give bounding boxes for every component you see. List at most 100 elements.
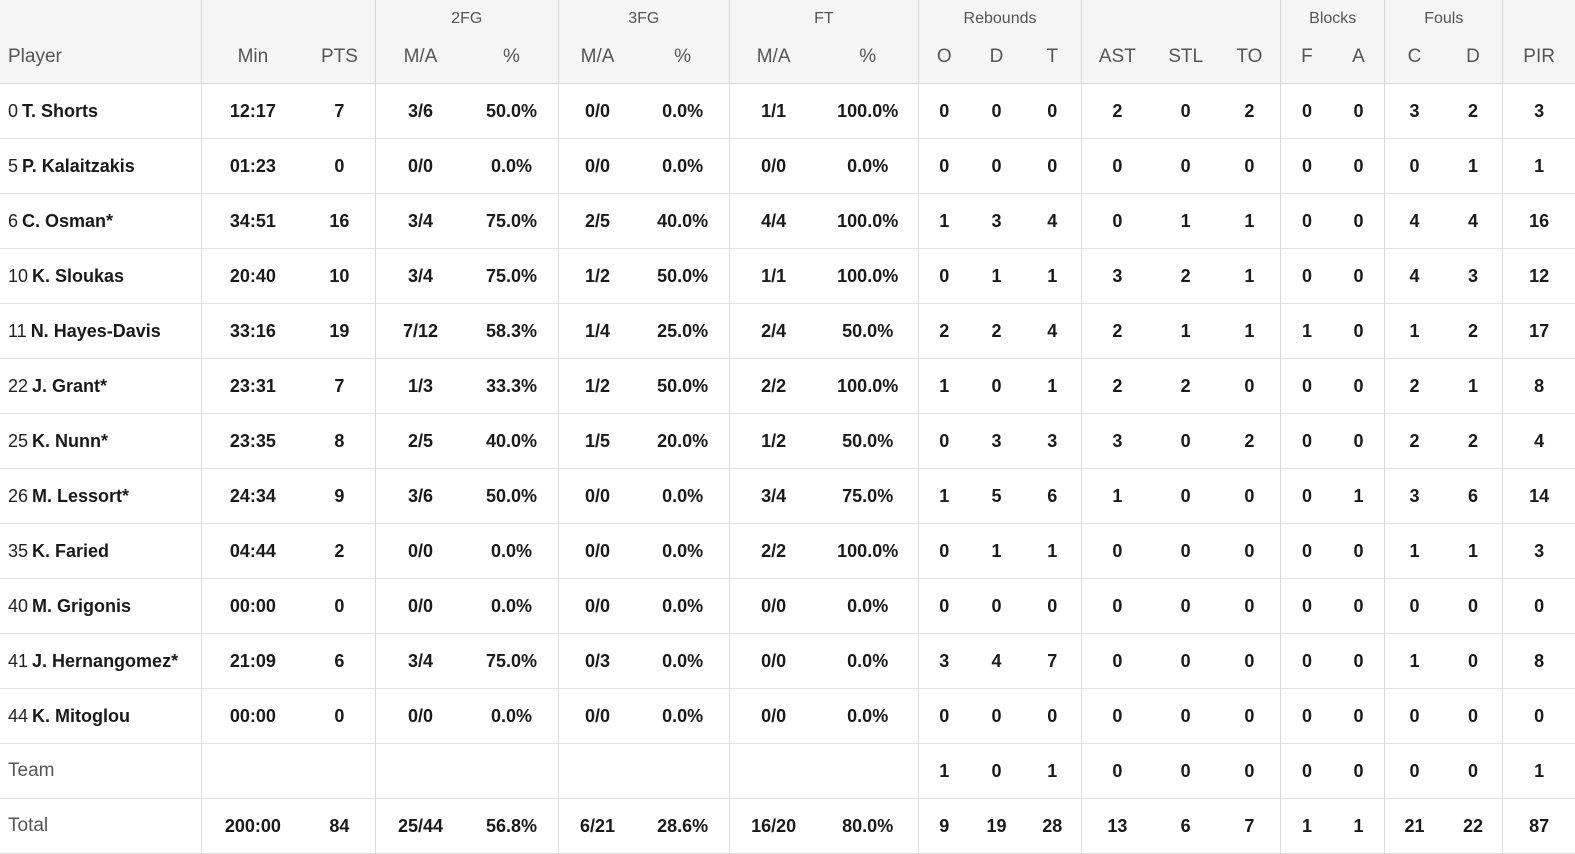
table-body: 0 T. Shorts 12:17 7 3/6 50.0% 0/0 0.0% 1/1 100.0%… xyxy=(0,83,1575,854)
player-cell: 40 M. Grigonis xyxy=(0,578,202,634)
group-header-fouls: Fouls xyxy=(1384,0,1503,30)
player-cell: 10 K. Sloukas xyxy=(0,248,202,304)
stat-ft-pct: 0.0% xyxy=(817,633,919,689)
column-header-pir[interactable]: PIR xyxy=(1502,30,1575,84)
stat-blk-a: 1 xyxy=(1332,798,1385,854)
column-header-min[interactable]: Min xyxy=(200,30,305,84)
stat-pir: 1 xyxy=(1502,138,1575,194)
stat-blk-f: 0 xyxy=(1280,523,1333,579)
stat-fg2-ma: 0/0 xyxy=(374,688,466,744)
player-number: 35 xyxy=(8,540,29,561)
stat-blk-f: 0 xyxy=(1280,83,1333,139)
group-header-rebounds: Rebounds xyxy=(917,0,1082,30)
column-header-foul-d[interactable]: D xyxy=(1443,30,1503,84)
player-name-link[interactable]: C. Osman* xyxy=(22,210,114,231)
stat-foul-c: 1 xyxy=(1384,303,1444,359)
stat-fg2-pct: 75.0% xyxy=(465,248,559,304)
stat-ft-ma: 1/1 xyxy=(728,248,818,304)
player-cell: 5 P. Kalaitzakis xyxy=(0,138,202,194)
stat-ast: 0 xyxy=(1081,633,1153,689)
stat-fg3-ma: 0/0 xyxy=(557,83,637,139)
column-header-2fg-ma[interactable]: M/A xyxy=(374,30,466,84)
column-header-ft-pct[interactable]: % xyxy=(817,30,919,84)
stat-blk-a: 0 xyxy=(1332,358,1385,414)
stat-ast: 0 xyxy=(1081,578,1153,634)
column-header-ast[interactable]: AST xyxy=(1081,30,1153,84)
player-cell: 6 C. Osman* xyxy=(0,193,202,249)
column-header-3fg-pct[interactable]: % xyxy=(636,30,730,84)
player-name-link[interactable]: P. Kalaitzakis xyxy=(22,155,135,176)
player-name-link[interactable]: M. Lessort* xyxy=(32,485,130,506)
stat-fg2-ma: 0/0 xyxy=(374,138,466,194)
stat-fg2-ma: 3/6 xyxy=(374,83,466,139)
stat-reb-t: 1 xyxy=(1023,248,1082,304)
stat-ft-pct: 75.0% xyxy=(817,468,919,524)
stat-reb-o: 0 xyxy=(917,413,970,469)
column-header-pts[interactable]: PTS xyxy=(304,30,376,84)
table-row: 44 K. Mitoglou 00:00 0 0/0 0.0% 0/0 0.0% 0/0 0.0%… xyxy=(0,688,1575,744)
column-header-reb-d[interactable]: D xyxy=(969,30,1024,84)
player-name-link[interactable]: J. Grant* xyxy=(32,375,108,396)
column-header-stl[interactable]: STL xyxy=(1152,30,1219,84)
stat-stl: 0 xyxy=(1152,743,1219,799)
table-row: 5 P. Kalaitzakis 01:23 0 0/0 0.0% 0/0 0.0% 0/0 0.… xyxy=(0,138,1575,194)
stat-blk-f: 0 xyxy=(1280,468,1333,524)
stat-fg3-ma: 6/21 xyxy=(557,798,637,854)
stat-foul-c: 4 xyxy=(1384,193,1444,249)
player-name-link[interactable]: K. Mitoglou xyxy=(32,705,131,726)
column-header-reb-o[interactable]: O xyxy=(917,30,970,84)
stat-fg2-ma: 0/0 xyxy=(374,523,466,579)
column-header-foul-c[interactable]: C xyxy=(1384,30,1444,84)
stat-ast: 2 xyxy=(1081,358,1153,414)
stat-fg3-pct: 0.0% xyxy=(636,83,730,139)
stat-ft-pct: 100.0% xyxy=(817,83,919,139)
team-row: Team 1 0 1 0 0 0 0 0 0 0 1 xyxy=(0,743,1575,799)
player-name-link[interactable]: K. Nunn* xyxy=(32,430,109,451)
column-header-to[interactable]: TO xyxy=(1218,30,1281,84)
player-name-link[interactable]: M. Grigonis xyxy=(32,595,132,616)
stat-fg2-pct: 58.3% xyxy=(465,303,559,359)
column-header-2fg-pct[interactable]: % xyxy=(465,30,559,84)
stat-ft-pct: 50.0% xyxy=(817,303,919,359)
column-header-3fg-ma[interactable]: M/A xyxy=(557,30,637,84)
stat-ft-pct: 100.0% xyxy=(817,358,919,414)
column-header-reb-t[interactable]: T xyxy=(1023,30,1082,84)
stat-reb-t: 0 xyxy=(1023,688,1082,744)
stat-fg3-pct: 20.0% xyxy=(636,413,730,469)
stat-ft-ma: 1/2 xyxy=(728,413,818,469)
column-header-blk-f[interactable]: F xyxy=(1280,30,1333,84)
stat-fg2-ma: 3/4 xyxy=(374,248,466,304)
column-header-player[interactable]: Player xyxy=(0,30,202,84)
player-name-link[interactable]: K. Faried xyxy=(32,540,110,561)
stat-pts: 0 xyxy=(304,138,376,194)
stat-blk-a: 0 xyxy=(1332,303,1385,359)
stat-reb-t: 1 xyxy=(1023,358,1082,414)
stat-pir: 8 xyxy=(1502,633,1575,689)
stat-foul-c: 2 xyxy=(1384,413,1444,469)
stat-fg3-ma: 0/0 xyxy=(557,688,637,744)
player-cell: 25 K. Nunn* xyxy=(0,413,202,469)
group-header-empty xyxy=(1081,0,1281,30)
stat-pir: 3 xyxy=(1502,83,1575,139)
player-name-link[interactable]: J. Hernangomez* xyxy=(32,650,179,671)
stat-reb-o: 0 xyxy=(917,83,970,139)
player-name-link[interactable]: T. Shorts xyxy=(22,100,99,121)
player-name-link[interactable]: K. Sloukas xyxy=(32,265,125,286)
player-name-link[interactable]: N. Hayes-Davis xyxy=(30,320,161,341)
player-number: 26 xyxy=(8,485,29,506)
stat-fg3-pct: 0.0% xyxy=(636,468,730,524)
column-header-blk-a[interactable]: A xyxy=(1332,30,1385,84)
stat-ast: 0 xyxy=(1081,523,1153,579)
stat-ast: 3 xyxy=(1081,413,1153,469)
stat-pts: 9 xyxy=(304,468,376,524)
stat-fg3-pct: 0.0% xyxy=(636,633,730,689)
group-header-3fg: 3FG xyxy=(557,0,730,30)
total-row: Total 200:00 84 25/44 56.8% 6/21 28.6% 16/20 80.… xyxy=(0,798,1575,854)
stat-fg3-pct: 40.0% xyxy=(636,193,730,249)
stat-ft-pct: 50.0% xyxy=(817,413,919,469)
stat-blk-f: 0 xyxy=(1280,138,1333,194)
stat-blk-f: 0 xyxy=(1280,358,1333,414)
column-header-ft-ma[interactable]: M/A xyxy=(728,30,818,84)
stat-reb-d: 0 xyxy=(969,743,1024,799)
stat-ft-ma: 2/2 xyxy=(728,358,818,414)
